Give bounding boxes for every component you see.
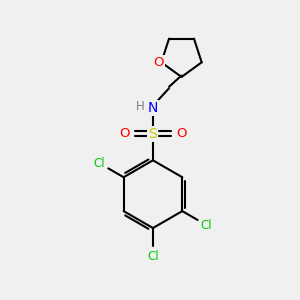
Text: O: O <box>153 56 164 69</box>
Text: Cl: Cl <box>201 219 212 232</box>
Text: S: S <box>148 127 157 141</box>
Text: Cl: Cl <box>94 157 105 170</box>
Text: O: O <box>176 127 187 140</box>
Text: N: N <box>148 101 158 115</box>
Text: O: O <box>119 127 130 140</box>
Text: Cl: Cl <box>147 250 159 262</box>
Text: H: H <box>136 100 145 113</box>
